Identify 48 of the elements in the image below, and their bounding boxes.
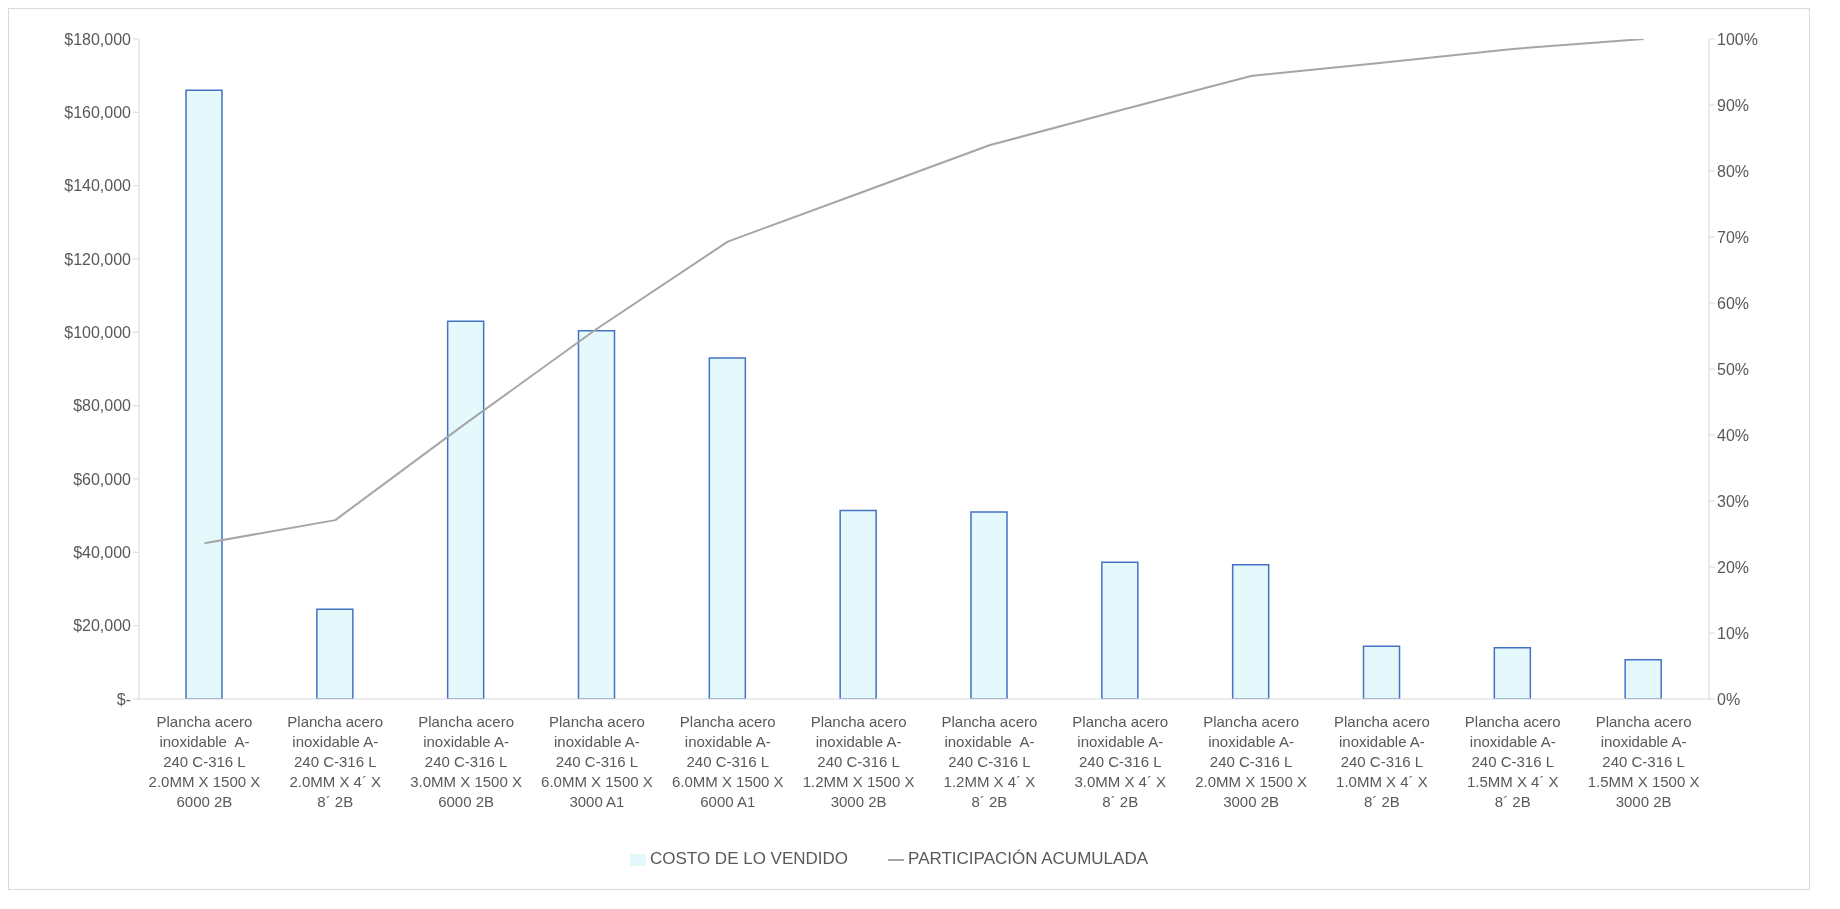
x-tick-label: Plancha acero inoxidable A-240 C-316 L 1.0MM X 4´ X 8´ 2B: [1333, 713, 1430, 810]
bar: [839, 509, 877, 699]
y2-tick-label: 80%: [1717, 162, 1750, 180]
bar: [446, 320, 485, 699]
x-tick-label: Plancha acero inoxidable A-240 C-316 L 1.2MM X 4´ X 8´ 2B: [941, 713, 1038, 810]
y-tick-label: $20,000: [73, 617, 132, 635]
bar: [1624, 659, 1662, 699]
x-tick-label: Plancha acero inoxidable A-240 C-316 L 1.5MM X 1500 X 3000 2B: [1587, 713, 1700, 810]
bar: [1493, 646, 1532, 699]
y2-tick-label: 20%: [1717, 558, 1750, 576]
y-tick-label: $40,000: [73, 544, 132, 562]
legend-label: COSTO DE LO VENDIDO: [650, 849, 849, 868]
x-tick-label: Plancha acero inoxidable A-240 C-316 L 1.5MM X 4´ X 8´ 2B: [1464, 713, 1561, 810]
x-tick-label: Plancha acero inoxidable A-240 C-316 L 3.0MM X 4´ X 8´ 2B: [1072, 713, 1169, 810]
x-tick-label: Plancha acero inoxidable A-240 C-316 L 6.0MM X 1500 X 6000 A1: [671, 713, 784, 810]
y-tick-label: $80,000: [73, 397, 132, 415]
y2-tick-label: 0%: [1717, 690, 1741, 708]
bar: [1231, 564, 1270, 699]
legend-label: PARTICIPACIÓN ACUMULADA: [908, 849, 1148, 868]
y-tick-label: $180,000: [64, 30, 132, 48]
x-tick-label: Plancha acero inoxidable A-240 C-316 L 3.0MM X 1500 X 6000 2B: [410, 713, 522, 810]
y2-tick-label: 10%: [1717, 624, 1750, 642]
bar: [1362, 645, 1401, 699]
y2-tick-label: 40%: [1717, 426, 1750, 444]
bar: [1101, 561, 1139, 699]
x-tick-label: Plancha acero inoxidable A-240 C-316 L 1.2MM X 1500 X 3000 2B: [802, 713, 915, 810]
y-tick-label: $160,000: [64, 104, 132, 122]
bar: [185, 89, 223, 699]
y2-tick-label: 60%: [1717, 294, 1750, 312]
x-tick-label: Plancha acero inoxidable A-240 C-316 L 2.0MM X 4´ X 8´ 2B: [287, 713, 384, 810]
y2-tick-label: 30%: [1717, 492, 1750, 510]
y2-tick-label: 100%: [1717, 30, 1758, 48]
x-tick-label: Plancha acero inoxidable A-240 C-316 L 2.0MM X 1500 X 6000 2B: [148, 713, 261, 810]
y-tick-label: $60,000: [73, 470, 132, 488]
bar: [708, 357, 747, 699]
x-tick-label: Plancha acero inoxidable A-240 C-316 L 6.0MM X 1500 X 3000 A1: [541, 713, 653, 810]
bar: [970, 511, 1008, 699]
line-series: [203, 39, 1645, 545]
bar: [316, 608, 354, 699]
y-tick-label: $140,000: [64, 177, 132, 195]
y-tick-label: $100,000: [64, 324, 132, 342]
x-tick-label: Plancha acero inoxidable A-240 C-316 L 2.0MM X 1500 X 3000 2B: [1195, 713, 1307, 810]
y-tick-label: $-: [116, 690, 131, 708]
y2-tick-label: 70%: [1717, 228, 1750, 246]
bar: [577, 330, 616, 699]
y2-tick-label: 90%: [1717, 96, 1750, 114]
y2-tick-label: 50%: [1717, 360, 1750, 378]
y-tick-label: $120,000: [64, 250, 132, 268]
